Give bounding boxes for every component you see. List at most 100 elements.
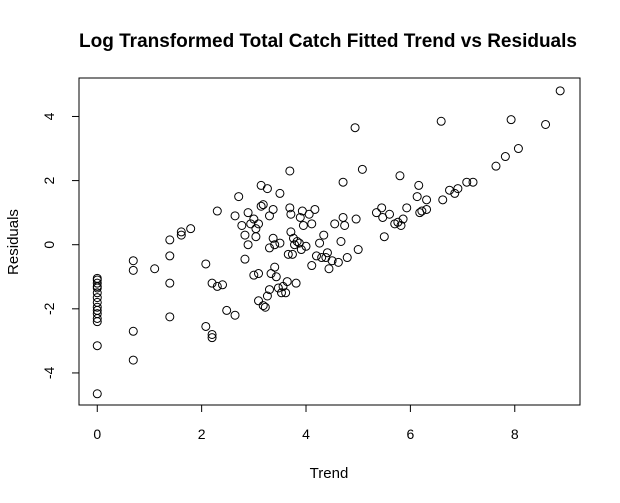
data-point xyxy=(92,297,102,307)
data-point xyxy=(350,123,360,133)
data-point xyxy=(327,256,337,266)
data-point xyxy=(283,249,293,259)
data-point xyxy=(445,185,455,195)
data-point xyxy=(176,230,186,240)
data-point xyxy=(311,251,321,261)
data-point xyxy=(264,285,274,295)
x-tick-label: 6 xyxy=(406,426,414,442)
data-point xyxy=(468,177,478,187)
data-point xyxy=(296,245,306,255)
data-point xyxy=(304,209,314,219)
data-point xyxy=(240,254,250,264)
data-point xyxy=(92,293,102,303)
x-tick-label: 2 xyxy=(198,426,206,442)
data-point xyxy=(282,277,292,287)
data-point xyxy=(165,312,175,322)
data-point xyxy=(336,237,346,246)
data-point xyxy=(262,291,272,301)
data-point xyxy=(371,208,381,218)
data-point xyxy=(128,265,138,275)
data-point xyxy=(240,230,250,240)
data-point xyxy=(414,180,424,190)
data-point xyxy=(264,243,274,253)
data-point xyxy=(295,212,305,222)
x-tick-label: 4 xyxy=(302,426,310,442)
data-point xyxy=(92,278,102,288)
y-tick-label: 2 xyxy=(41,176,57,184)
plot-frame xyxy=(78,77,581,406)
data-point xyxy=(275,188,285,198)
data-point xyxy=(165,235,175,245)
data-point xyxy=(92,389,102,399)
data-point xyxy=(256,180,266,190)
data-point xyxy=(249,214,259,224)
data-point xyxy=(262,184,272,194)
data-point xyxy=(237,220,247,230)
data-point xyxy=(322,248,332,258)
data-point xyxy=(285,203,295,213)
data-point xyxy=(453,184,463,194)
data-point xyxy=(92,313,102,323)
data-point xyxy=(292,237,302,246)
data-point xyxy=(186,224,196,234)
data-point xyxy=(92,317,102,327)
data-point xyxy=(258,301,268,311)
data-point xyxy=(285,166,295,176)
data-point xyxy=(330,219,340,229)
data-point xyxy=(396,220,406,230)
data-point xyxy=(128,326,138,336)
y-axis: -4 -2 0 2 4 xyxy=(41,112,79,379)
data-point xyxy=(281,288,291,298)
data-point xyxy=(541,119,551,129)
x-axis-label: Trend xyxy=(310,465,349,482)
data-point xyxy=(301,241,311,251)
data-point xyxy=(290,240,300,250)
data-point xyxy=(555,86,565,96)
data-point xyxy=(222,305,232,315)
data-point xyxy=(243,208,253,218)
data-point xyxy=(270,262,280,272)
data-point xyxy=(422,195,432,205)
data-point xyxy=(436,116,446,126)
data-point xyxy=(412,192,422,202)
data-point xyxy=(176,227,186,237)
data-point xyxy=(260,302,270,312)
data-point xyxy=(393,217,403,227)
data-point xyxy=(317,253,327,263)
data-point xyxy=(422,204,432,214)
data-point xyxy=(276,288,286,298)
data-point xyxy=(254,269,264,279)
data-point xyxy=(338,212,348,222)
data-point xyxy=(230,310,240,320)
data-point xyxy=(207,278,217,288)
data-point xyxy=(165,251,175,261)
data-point xyxy=(201,259,211,269)
data-point xyxy=(491,161,501,171)
data-point xyxy=(251,224,261,234)
data-point xyxy=(357,164,367,174)
data-point xyxy=(351,214,361,224)
data-point xyxy=(398,214,408,224)
data-point xyxy=(230,211,240,221)
data-point xyxy=(377,203,387,213)
data-point xyxy=(268,204,278,214)
data-point xyxy=(92,283,102,293)
data-point xyxy=(251,232,261,242)
data-point xyxy=(254,219,264,229)
data-point xyxy=(207,333,217,343)
data-point xyxy=(286,209,296,219)
y-tick-label: -2 xyxy=(41,302,57,315)
data-point xyxy=(319,230,329,240)
y-tick-label: 4 xyxy=(41,112,57,120)
data-point xyxy=(256,201,266,211)
data-point xyxy=(307,219,317,229)
data-point xyxy=(417,206,427,216)
data-point xyxy=(271,272,281,282)
data-point xyxy=(298,220,308,230)
data-point xyxy=(291,278,301,288)
data-point xyxy=(92,288,102,298)
data-point xyxy=(92,302,102,312)
data-point xyxy=(150,264,160,274)
data-point xyxy=(462,177,472,187)
